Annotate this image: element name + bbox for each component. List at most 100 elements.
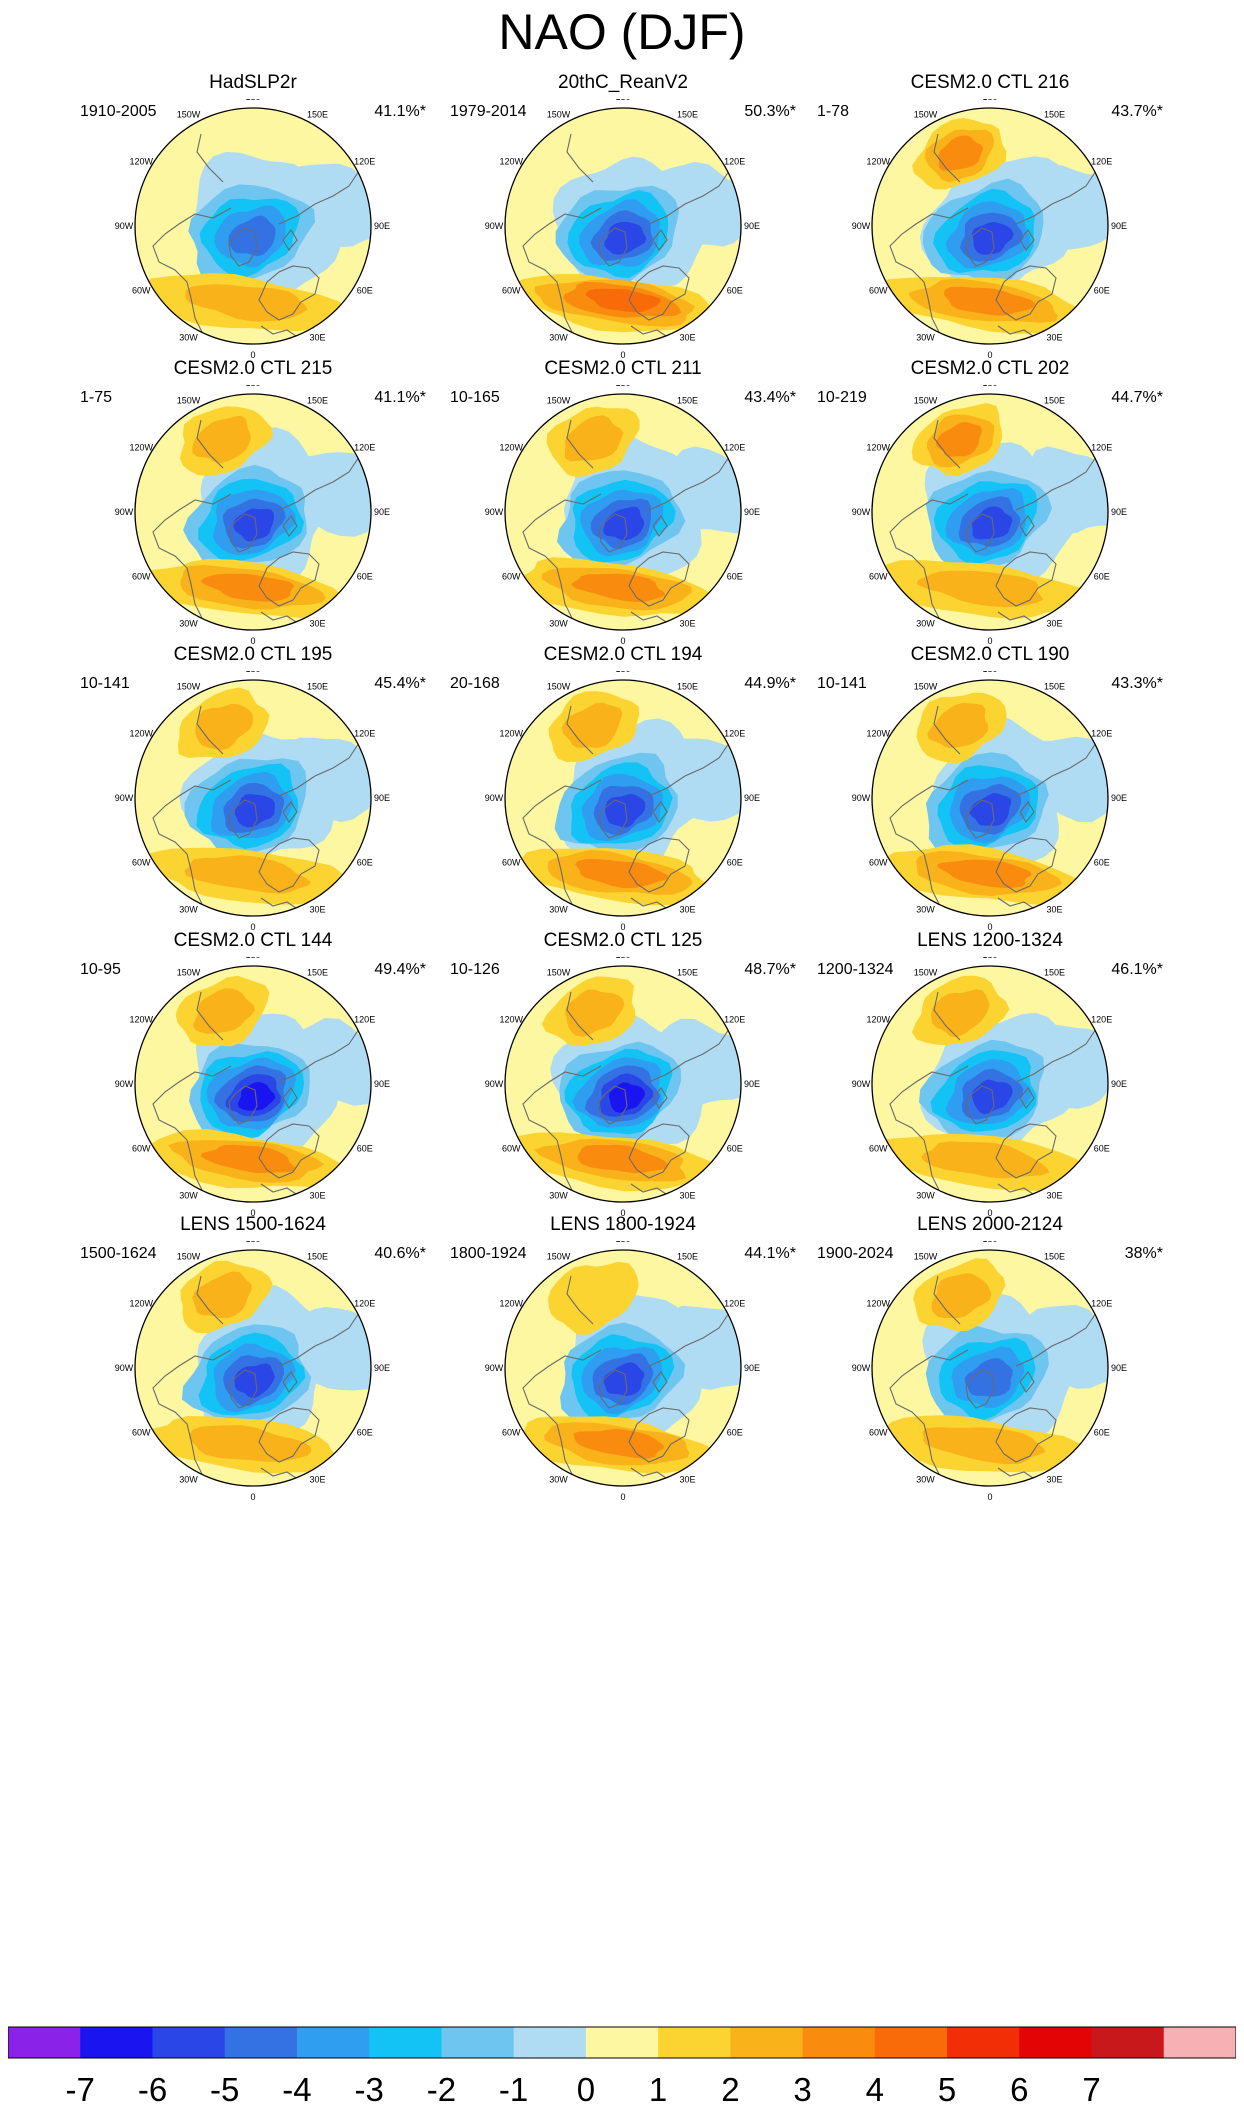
longitude-label: 150W (547, 109, 571, 119)
longitude-label: 150E (677, 395, 698, 405)
longitude-label: 60W (132, 1144, 151, 1154)
icelandic-low-contour (609, 1082, 646, 1113)
longitude-label: 30E (679, 1191, 695, 1201)
longitude-label: 150W (914, 681, 938, 691)
longitude-label: 180 (982, 99, 997, 102)
longitude-label: 120W (130, 729, 154, 739)
longitude-label: 120W (867, 1015, 891, 1025)
longitude-label: 60E (357, 1144, 373, 1154)
longitude-label: 30W (916, 333, 935, 343)
map-panel: HadSLP2r 1910-2005 41.1%* 180 150E 120E 90E 60E… (68, 72, 438, 452)
longitude-label: 60E (727, 1428, 743, 1438)
longitude-label: 30W (179, 905, 198, 915)
polar-map: 180 150E 120E 90E 60E 30E 0 30W 60W 90W 120W 150W (852, 99, 1127, 359)
polar-map: 180 150E 120E 90E 60E 30E 0 30W 60W 90W 120W 150W (485, 99, 760, 359)
icelandic-low-contour (602, 1362, 645, 1396)
colorbar-tick-label: -4 (282, 2071, 311, 2105)
longitude-label: 30W (549, 1191, 568, 1201)
map-boundary (504, 393, 742, 631)
longitude-label: 180 (615, 385, 630, 388)
panel-period: 10-219 (817, 389, 867, 406)
longitude-label: 120W (130, 1299, 154, 1309)
longitude-label: 60E (357, 286, 373, 296)
colorbar-tick-label: 5 (938, 2071, 956, 2105)
pacific-high-contour (564, 415, 624, 462)
longitude-label: 30E (679, 333, 695, 343)
longitude-label: 90W (115, 1363, 134, 1373)
longitude-label: 0 (620, 350, 625, 359)
longitude-label: 60W (502, 1144, 521, 1154)
longitude-label: 120E (1091, 1299, 1112, 1309)
panel-period: 1200-1324 (817, 961, 894, 978)
longitude-label: 90W (852, 793, 871, 803)
panel-variance: 41.1%* (374, 103, 426, 120)
longitude-label: 180 (982, 957, 997, 960)
panel-variance: 45.4%* (374, 675, 426, 692)
longitude-label: 120E (724, 157, 745, 167)
longitude-label: 0 (620, 1208, 625, 1217)
azores-high-contour (201, 1144, 296, 1173)
longitude-label: 150E (1044, 1251, 1065, 1261)
panel-title: CESM2.0 CTL 194 (543, 644, 703, 665)
longitude-label: 60W (132, 858, 151, 868)
colorbar-tick-label: -2 (427, 2071, 456, 2105)
panel-title: LENS 1800-1924 (550, 1214, 696, 1235)
longitude-label: 150W (177, 109, 201, 119)
longitude-label: 30W (179, 1191, 198, 1201)
longitude-label: 30E (679, 905, 695, 915)
panel-period: 10-165 (450, 389, 500, 406)
longitude-label: 60E (1094, 858, 1110, 868)
longitude-label: 30E (1046, 333, 1062, 343)
polar-map: 180 150E 120E 90E 60E 30E 0 30W 60W 90W 120W 150W (485, 1241, 760, 1501)
polar-map: 180 150E 120E 90E 60E 30E 0 30W 60W 90W 120W 150W (115, 957, 390, 1217)
longitude-label: 180 (982, 671, 997, 674)
longitude-label: 150E (307, 1251, 328, 1261)
longitude-label: 30W (916, 1475, 935, 1485)
longitude-label: 90W (115, 1079, 134, 1089)
panel-period: 20-168 (450, 675, 500, 692)
panel-variance: 44.1%* (744, 1245, 796, 1262)
panel-period: 1979-2014 (450, 103, 527, 120)
longitude-label: 30E (1046, 1191, 1062, 1201)
pacific-high-contour (192, 1271, 252, 1319)
map-panel: CESM2.0 CTL 216 1-78 43.7%* 180 150E 120E 90E 6… (805, 72, 1175, 452)
panel-variance: 49.4%* (374, 961, 426, 978)
longitude-label: 60W (869, 1144, 888, 1154)
longitude-label: 120E (354, 729, 375, 739)
colorbar-bin (441, 2027, 515, 2058)
longitude-label: 120E (1091, 157, 1112, 167)
map-boundary (504, 679, 742, 917)
longitude-label: 60W (869, 572, 888, 582)
longitude-label: 0 (620, 1492, 625, 1501)
longitude-label: 120E (724, 443, 745, 453)
longitude-label: 180 (245, 957, 260, 960)
longitude-label: 30E (309, 333, 325, 343)
map-panel: LENS 1800-1924 1800-1924 44.1%* 180 150E 120E… (438, 1214, 808, 1594)
colorbar-bin (80, 2027, 153, 2058)
colorbar-bin (947, 2027, 1020, 2058)
longitude-label: 60W (869, 286, 888, 296)
colorbar-bin (802, 2027, 876, 2058)
azores-high-contour (184, 855, 311, 894)
longitude-label: 120E (1091, 729, 1112, 739)
longitude-label: 150W (914, 395, 938, 405)
longitude-label: 180 (615, 1241, 630, 1244)
longitude-label: 30W (549, 333, 568, 343)
longitude-label: 90E (1111, 1363, 1127, 1373)
pacific-high-contour (931, 1273, 992, 1319)
panel-period: 1900-2024 (817, 1245, 894, 1262)
longitude-label: 90W (485, 507, 504, 517)
polar-map: 180 150E 120E 90E 60E 30E 0 30W 60W 90W 120W 150W (485, 385, 760, 645)
coastlines (152, 991, 362, 1197)
longitude-label: 90E (744, 793, 760, 803)
longitude-label: 150E (677, 967, 698, 977)
azores-high-contour (922, 1427, 1046, 1465)
longitude-label: 150E (307, 395, 328, 405)
longitude-label: 30W (179, 1475, 198, 1485)
longitude-label: 180 (615, 99, 630, 102)
colorbar-bin (369, 2027, 442, 2058)
polar-map: 180 150E 120E 90E 60E 30E 0 30W 60W 90W 120W 150W (115, 99, 390, 359)
colorbar-frame (8, 2026, 1236, 2059)
longitude-label: 120W (130, 443, 154, 453)
icelandic-low-contour (971, 1079, 1013, 1115)
